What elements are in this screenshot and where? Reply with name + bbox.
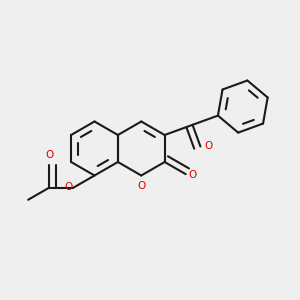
Text: O: O bbox=[204, 141, 212, 152]
Text: O: O bbox=[189, 170, 197, 180]
Text: O: O bbox=[64, 182, 72, 192]
Text: O: O bbox=[137, 181, 146, 191]
Text: O: O bbox=[45, 150, 53, 160]
